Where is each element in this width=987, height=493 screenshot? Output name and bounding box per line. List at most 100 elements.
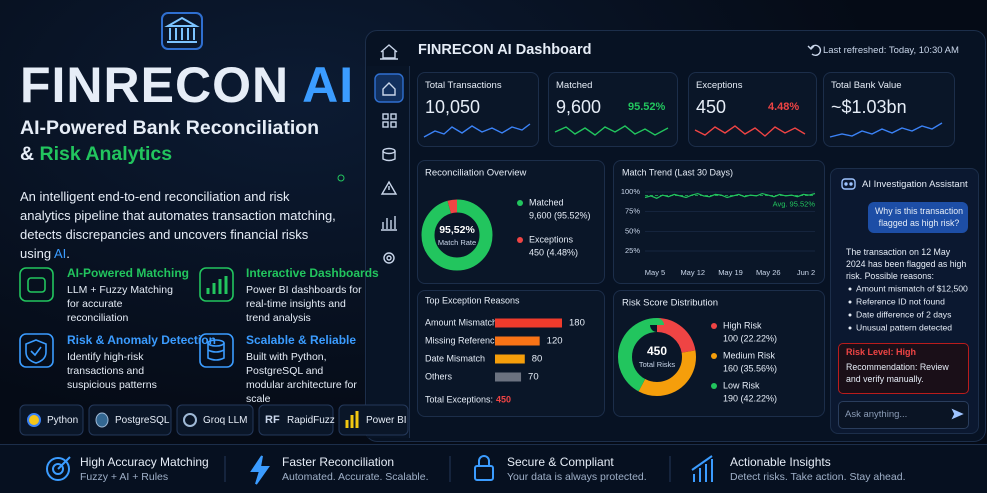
divider-dot: [337, 174, 345, 182]
hero-subtitle-2: & Risk Analytics: [20, 143, 172, 166]
tech-label: Groq LLM: [203, 415, 248, 426]
bar: [495, 336, 540, 346]
panel-title: Risk Score Distribution: [622, 298, 718, 309]
legend-value: 160 (35.56%): [723, 363, 777, 373]
assistant-title: AI Investigation Assistant: [862, 179, 968, 190]
hero-subtitle: AI-Powered Bank Reconciliation: [20, 117, 320, 139]
hero-title: FINRECON AI: [20, 56, 354, 114]
exceptions-panel: [417, 290, 605, 417]
risk-box: [838, 343, 969, 394]
bullet: Unusual pattern detected: [856, 322, 952, 332]
recommendation: Recommendation: Review and verify manual…: [846, 362, 949, 384]
input-placeholder[interactable]: Ask anything...: [845, 409, 908, 420]
bullet-dot: [848, 300, 852, 304]
sparklines: [423, 122, 943, 138]
user-bubble: [868, 202, 968, 233]
tech-label: Power BI: [366, 415, 407, 426]
y-tick-label: 50%: [625, 226, 640, 235]
title-accent: AI: [302, 57, 355, 113]
bullet-dot: [848, 287, 852, 291]
footer-text: Automated. Accurate. Scalable.: [282, 471, 429, 483]
legend-value: 450 (4.48%): [529, 247, 578, 257]
assistant-icons: [841, 178, 964, 420]
kpi-value: ~$1.03bn: [831, 97, 907, 117]
x-tick-label: Jun 2: [797, 268, 815, 277]
total-label: Total Exceptions:: [425, 394, 493, 404]
footer-icons: [46, 455, 713, 485]
trend-line: [644, 192, 816, 199]
footer-title: Actionable Insights: [730, 455, 831, 469]
center-value: 95,52%: [439, 224, 475, 236]
kpi-value: 9,600: [556, 97, 602, 117]
feature-title: Scalable & Reliable: [246, 333, 357, 347]
footer-text: Detect risks. Take action. Stay ahead.: [730, 471, 906, 483]
footer-title: Secure & Compliant: [507, 455, 614, 469]
kpi-change: 4.48%: [768, 101, 800, 113]
bullet-dot: [848, 326, 852, 330]
legend-name: Medium Risk: [723, 350, 776, 360]
description-end: .: [66, 246, 70, 261]
assistant-reply: The transaction on 12 May 2024 has been …: [846, 247, 967, 281]
description-accent: AI: [53, 246, 67, 261]
bar-category: Others: [425, 371, 453, 381]
legend-name: Low Risk: [723, 380, 760, 390]
bar: [495, 318, 562, 328]
footer-title: Faster Reconciliation: [282, 455, 395, 469]
donut-segment: [618, 318, 696, 396]
bar-category: Amount Mismatch: [425, 317, 497, 327]
description: An intelligent end-to-end reconciliation…: [20, 189, 336, 261]
kpi-value: 450: [696, 97, 727, 117]
x-tick-label: May 5: [645, 268, 665, 277]
donut-segment: [618, 318, 696, 396]
legend-value: 100 (22.22%): [723, 333, 777, 343]
legend-value: 9,600 (95.52%): [529, 210, 591, 220]
bullet: Date difference of 2 days: [856, 309, 951, 319]
y-tick-label: 75%: [625, 207, 640, 216]
bullet-dot: [848, 313, 852, 317]
x-tick-label: May 26: [756, 268, 781, 277]
bar-value: 80: [532, 354, 543, 365]
bar: [495, 372, 522, 382]
x-tick-label: May 12: [680, 268, 705, 277]
legend-name: Exceptions: [529, 234, 574, 244]
trend-panel: [613, 160, 825, 284]
center-label: Match Rate: [438, 238, 476, 247]
donut-segment: [421, 199, 493, 271]
feature-title: Interactive Dashboards: [246, 266, 379, 280]
total-value: 450: [496, 394, 511, 404]
tech-label: PostgreSQL: [115, 415, 170, 426]
avg-label: Avg. 95.52%: [773, 200, 816, 209]
center-label: Total Risks: [639, 360, 676, 369]
legend-name: High Risk: [723, 320, 762, 330]
bullet: Reference ID not found: [856, 296, 945, 306]
bar-value: 180: [569, 318, 585, 329]
kpi-label: Exceptions: [696, 80, 743, 91]
panel-title: Match Trend (Last 30 Days): [622, 167, 733, 177]
panel-title: Top Exception Reasons: [425, 295, 520, 305]
center-value: 450: [647, 344, 667, 358]
kpi-change: 95.52%: [628, 101, 666, 113]
y-tick-label: 25%: [625, 246, 640, 255]
legend-dot: [517, 237, 523, 243]
footer-title: High Accuracy Matching: [80, 455, 209, 469]
feature-title: Risk & Anomaly Detection: [67, 333, 216, 347]
risk-panel: [613, 290, 825, 417]
legend-dot: [711, 323, 717, 329]
kpi-label: Matched: [556, 80, 593, 91]
bar-category: Date Mismatch: [425, 353, 485, 363]
bar-category: Missing Reference: [425, 335, 500, 345]
kpi-card: [417, 72, 539, 147]
feature-text: Power BI dashboards for real-time insigh…: [246, 284, 362, 324]
kpi-value: 10,050: [425, 97, 481, 117]
hero-description: An intelligent end-to-end reconciliation…: [20, 187, 342, 263]
bullet: Amount mismatch of $12,500: [856, 283, 968, 293]
kpi-label: Total Bank Value: [831, 80, 902, 91]
legend-dot: [517, 200, 523, 206]
panel-title: Reconciliation Overview: [425, 168, 527, 179]
dashboard-title: FINRECON AI Dashboard: [418, 42, 592, 58]
chat-input[interactable]: [838, 401, 969, 429]
legend-value: 190 (42.22%): [723, 393, 777, 403]
y-tick-label: 100%: [621, 187, 641, 196]
